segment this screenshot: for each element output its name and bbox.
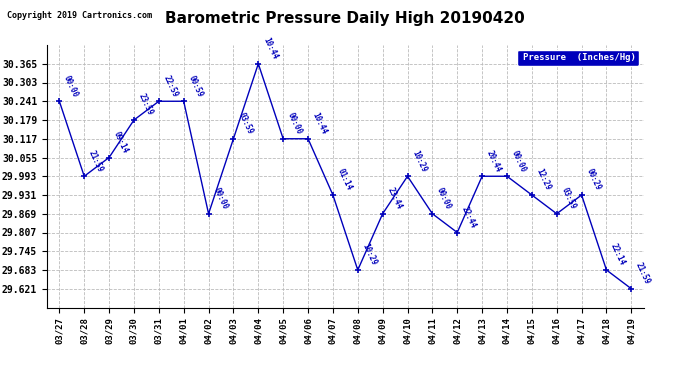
Text: 00:29: 00:29 <box>584 168 602 192</box>
Text: 01:14: 01:14 <box>336 168 353 192</box>
Text: 10:44: 10:44 <box>310 111 328 136</box>
Text: 22:44: 22:44 <box>460 205 478 230</box>
Text: 00:00: 00:00 <box>510 149 528 174</box>
Text: 12:29: 12:29 <box>535 168 553 192</box>
Text: 23:44: 23:44 <box>386 186 404 211</box>
Text: 03:59: 03:59 <box>560 186 578 211</box>
Text: 00:00: 00:00 <box>211 186 229 211</box>
Text: 00:00: 00:00 <box>286 111 304 136</box>
Text: 10:29: 10:29 <box>361 243 379 267</box>
Text: 22:14: 22:14 <box>609 243 627 267</box>
Text: 00:59: 00:59 <box>186 74 204 99</box>
Text: 20:44: 20:44 <box>485 149 503 174</box>
Text: 03:59: 03:59 <box>236 111 254 136</box>
Text: 00:00: 00:00 <box>435 186 453 211</box>
Legend: Pressure  (Inches/Hg): Pressure (Inches/Hg) <box>518 50 639 66</box>
Text: 21:59: 21:59 <box>634 261 652 286</box>
Text: Copyright 2019 Cartronics.com: Copyright 2019 Cartronics.com <box>7 11 152 20</box>
Text: 10:44: 10:44 <box>261 36 279 61</box>
Text: 23:59: 23:59 <box>137 93 155 117</box>
Text: 22:59: 22:59 <box>161 74 179 99</box>
Text: 21:59: 21:59 <box>87 149 105 174</box>
Text: 00:00: 00:00 <box>62 74 80 99</box>
Text: 10:29: 10:29 <box>411 149 428 174</box>
Text: 09:14: 09:14 <box>112 130 130 155</box>
Text: Barometric Pressure Daily High 20190420: Barometric Pressure Daily High 20190420 <box>165 11 525 26</box>
